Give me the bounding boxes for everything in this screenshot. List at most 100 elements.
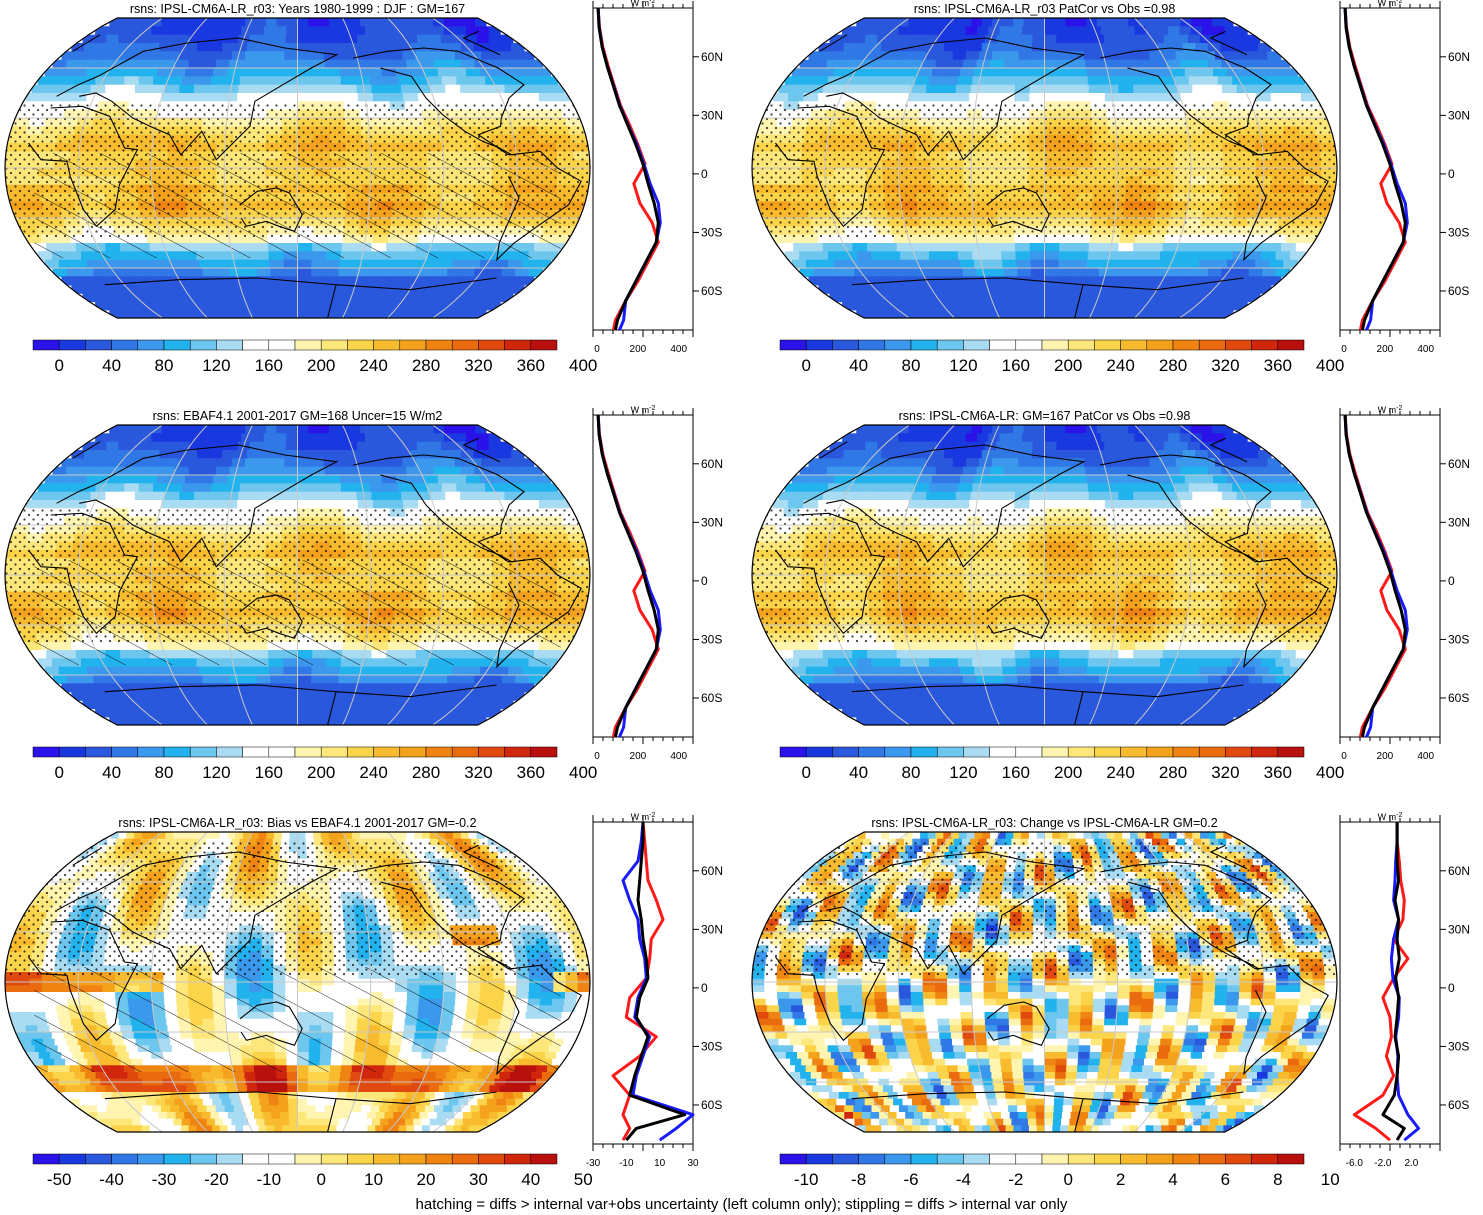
colorbar-bin — [478, 1153, 505, 1165]
colorbar-bin — [451, 746, 479, 758]
colorbar-label: -10 — [794, 1170, 819, 1189]
zonal-profile: W m-2 0 200 400 60N 30N 0 30S 60S — [1339, 0, 1470, 355]
colorbar-label: 360 — [1264, 763, 1292, 782]
colorbar-bin — [805, 339, 833, 351]
profile-line-black — [1343, 7, 1407, 331]
coastline — [72, 848, 101, 866]
profile-ytick-label: 30N — [1448, 108, 1470, 122]
panel-middle-right: rsns: IPSL-CM6A-LR: GM=167 PatCor vs Obs… — [751, 405, 1470, 782]
colorbar-label: 200 — [307, 356, 335, 375]
coastline — [239, 594, 303, 639]
colorbar-bin — [1067, 339, 1095, 351]
colorbar-label: 360 — [517, 356, 545, 375]
colorbar-label: 320 — [464, 356, 492, 375]
profile-xtick-label: 400 — [670, 751, 687, 762]
colorbar-label: -2 — [1008, 1170, 1023, 1189]
colorbar-bin — [1172, 339, 1200, 351]
profile-line-black — [596, 7, 660, 331]
profile-ytick-label: 0 — [701, 574, 708, 588]
colorbar-bin — [884, 1153, 912, 1165]
profile-ytick-label: 60S — [1448, 1098, 1469, 1112]
colorbar-label: 400 — [569, 356, 597, 375]
colorbar-label: 50 — [574, 1170, 593, 1189]
coastline — [353, 454, 525, 563]
profile-ytick-label: 30S — [701, 1039, 722, 1053]
coastline — [104, 277, 337, 318]
colorbar-bin — [111, 1153, 139, 1165]
map-outline — [751, 831, 1338, 1133]
colorbar-bin — [936, 1153, 964, 1165]
colorbar-label: 40 — [102, 763, 121, 782]
colorbar-bin — [399, 746, 427, 758]
colorbar-bin — [85, 1153, 112, 1165]
coastline — [56, 851, 339, 975]
panel-title: rsns: IPSL-CM6A-LR_r03: Bias vs EBAF4.1 … — [118, 816, 476, 830]
colorbar-bin — [163, 1153, 191, 1165]
colorbar-bin — [910, 1153, 938, 1165]
colorbar-bin — [111, 746, 139, 758]
coastline — [239, 1001, 303, 1046]
coastline — [28, 919, 139, 1042]
profile-units: W m-2 — [631, 405, 656, 415]
colorbar-label: 10 — [364, 1170, 383, 1189]
colorbar-label: 360 — [517, 763, 545, 782]
profile-xtick-label: 200 — [630, 344, 647, 355]
colorbar-bin — [451, 1153, 479, 1165]
profile-line-black — [596, 414, 660, 738]
coastline — [819, 34, 848, 52]
profile-ytick-label: 30N — [1448, 515, 1470, 529]
colorbar-bin — [858, 746, 886, 758]
colorbar-bin — [989, 1153, 1017, 1165]
profile-xtick-label: -2.0 — [1374, 1158, 1392, 1169]
profile-ytick-label: 60S — [701, 691, 722, 705]
profile-xtick-label: 0 — [594, 751, 600, 762]
colorbar-label: 280 — [1159, 763, 1187, 782]
profile-xtick-label: 200 — [630, 751, 647, 762]
coastline — [104, 684, 337, 725]
colorbar-label: 80 — [155, 356, 174, 375]
profile-units: W m-2 — [631, 0, 656, 8]
colorbar-label: 320 — [1211, 356, 1239, 375]
map-outline — [4, 424, 591, 726]
colorbar-label: -50 — [47, 1170, 72, 1189]
colorbar-bin — [425, 1153, 453, 1165]
colorbar-label: 240 — [1106, 763, 1134, 782]
profile-units: W m-2 — [1378, 0, 1403, 8]
colorbar-bin — [242, 1153, 270, 1165]
colorbar-bin — [832, 746, 859, 758]
colorbar-label: 160 — [1002, 356, 1030, 375]
profile-ytick-label: 30S — [1448, 225, 1469, 239]
colorbar-label: 0 — [801, 356, 810, 375]
colorbar-bin — [530, 339, 558, 351]
colorbar-bin — [910, 746, 938, 758]
colorbar-label: -40 — [99, 1170, 124, 1189]
profile-ytick-label: 60S — [1448, 284, 1469, 298]
colorbar-bin — [1225, 339, 1252, 351]
colorbar-bin — [163, 339, 191, 351]
colorbar-bin — [779, 746, 807, 758]
colorbar-bin — [1198, 746, 1226, 758]
profile-ytick-label: 30S — [1448, 1039, 1469, 1053]
profile-xtick-label: 400 — [1417, 344, 1434, 355]
profile-xtick-label: 200 — [1377, 344, 1394, 355]
profile-units: W m-2 — [631, 812, 656, 822]
colorbar-label: 0 — [316, 1170, 325, 1189]
coastline — [462, 30, 501, 56]
coastline — [1100, 454, 1272, 563]
colorbar-bin — [347, 1153, 374, 1165]
colorbar-bin — [242, 339, 270, 351]
coastline — [1209, 30, 1248, 56]
colorbar-bin — [399, 339, 427, 351]
coastline — [1082, 684, 1244, 698]
colorbar-bin — [832, 339, 859, 351]
coastline — [462, 437, 501, 463]
colorbar-bin — [805, 1153, 833, 1165]
colorbar-bin — [805, 746, 833, 758]
coastline — [353, 861, 525, 970]
profile-units: W m-2 — [1378, 405, 1403, 415]
colorbar-bin — [1225, 746, 1252, 758]
colorbar-label: 320 — [1211, 763, 1239, 782]
panel-title: rsns: IPSL-CM6A-LR_r03 PatCor vs Obs =0.… — [914, 2, 1176, 16]
profile-xtick-label: 30 — [687, 1158, 699, 1169]
